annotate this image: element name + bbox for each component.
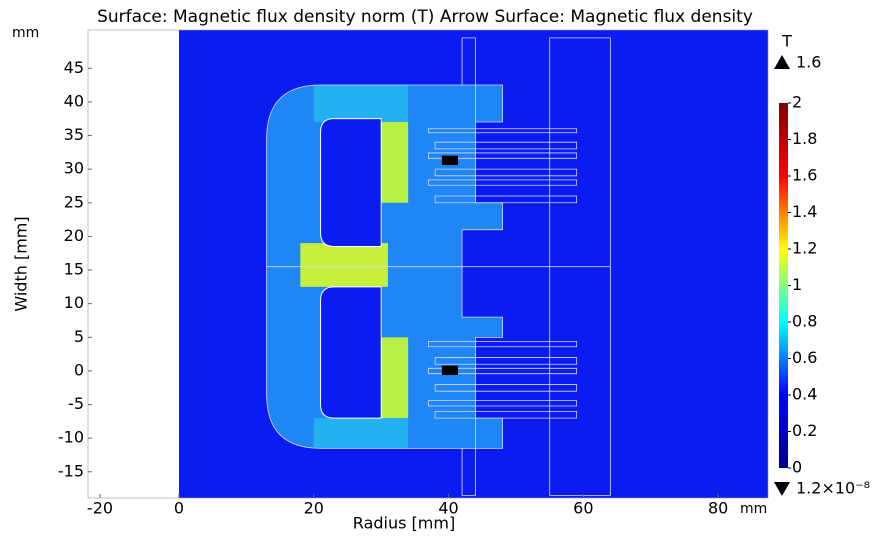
colorbar-tick-label: 1.8 [792,129,817,148]
colorbar-tick-label: 1.6 [792,166,817,185]
plot-area [88,30,768,498]
colorbar-tick-label: 0.4 [792,385,817,404]
colorbar [779,103,788,468]
colorbar-tick-label: 0.6 [792,348,817,367]
colorbar-tick-label: 1.2 [792,239,817,258]
y-tick-label: -15 [58,461,84,480]
lower-window [321,287,382,418]
y-tick-label: -5 [68,394,84,413]
conductor [441,365,459,376]
colorbar-tick-label: 0.8 [792,312,817,331]
upper-leg [381,121,409,203]
y-unit: mm [12,25,39,41]
conductor [441,155,459,166]
y-tick-label: 15 [64,260,84,279]
x-unit: mm [740,501,767,517]
x-tick-label: -20 [87,499,113,518]
colorbar-title: T [781,32,792,51]
colorbar-min: 1.2×10⁻⁸ [796,479,870,498]
empty-region [88,30,179,498]
upper-window [321,119,382,247]
y-tick-label: 30 [64,159,84,178]
x-tick-label: 60 [573,499,593,518]
geometry [267,38,611,496]
y-tick-label: 5 [74,327,84,346]
colorbar-tick-label: 0 [792,458,802,477]
plot-frame [87,29,769,499]
y-tick-label: -10 [58,428,84,447]
min-marker [774,482,790,496]
x-tick-label: 80 [708,499,728,518]
core-outline [267,85,503,448]
center-bar [300,243,388,287]
slots [428,129,576,418]
stator-outline [267,38,611,496]
x-axis-label: Radius [mm] [353,514,455,533]
x-tick-label: 0 [174,499,184,518]
colorbar-tick-label: 1 [792,275,802,294]
x-tick-label: 20 [304,499,324,518]
y-tick-label: 10 [64,293,84,312]
colorbar-tick-label: 2 [792,93,802,112]
colorbar-tick-label: 1.4 [792,202,817,221]
x-tick-label: 40 [438,499,458,518]
core-highlight [313,84,409,449]
y-tick-label: 35 [64,125,84,144]
y-tick-label: 0 [74,360,84,379]
y-tick-label: 45 [64,58,84,77]
y-axis-label: Width [mm] [12,216,31,311]
y-tick-label: 20 [64,226,84,245]
y-tick-label: 25 [64,192,84,211]
max-marker [774,55,790,69]
colorbar-max: 1.6 [796,53,821,72]
lower-leg [381,337,409,419]
y-tick-label: 40 [64,91,84,110]
colorbar-tick-label: 0.2 [792,421,817,440]
chart-title: Surface: Magnetic flux density norm (T) … [97,7,753,27]
